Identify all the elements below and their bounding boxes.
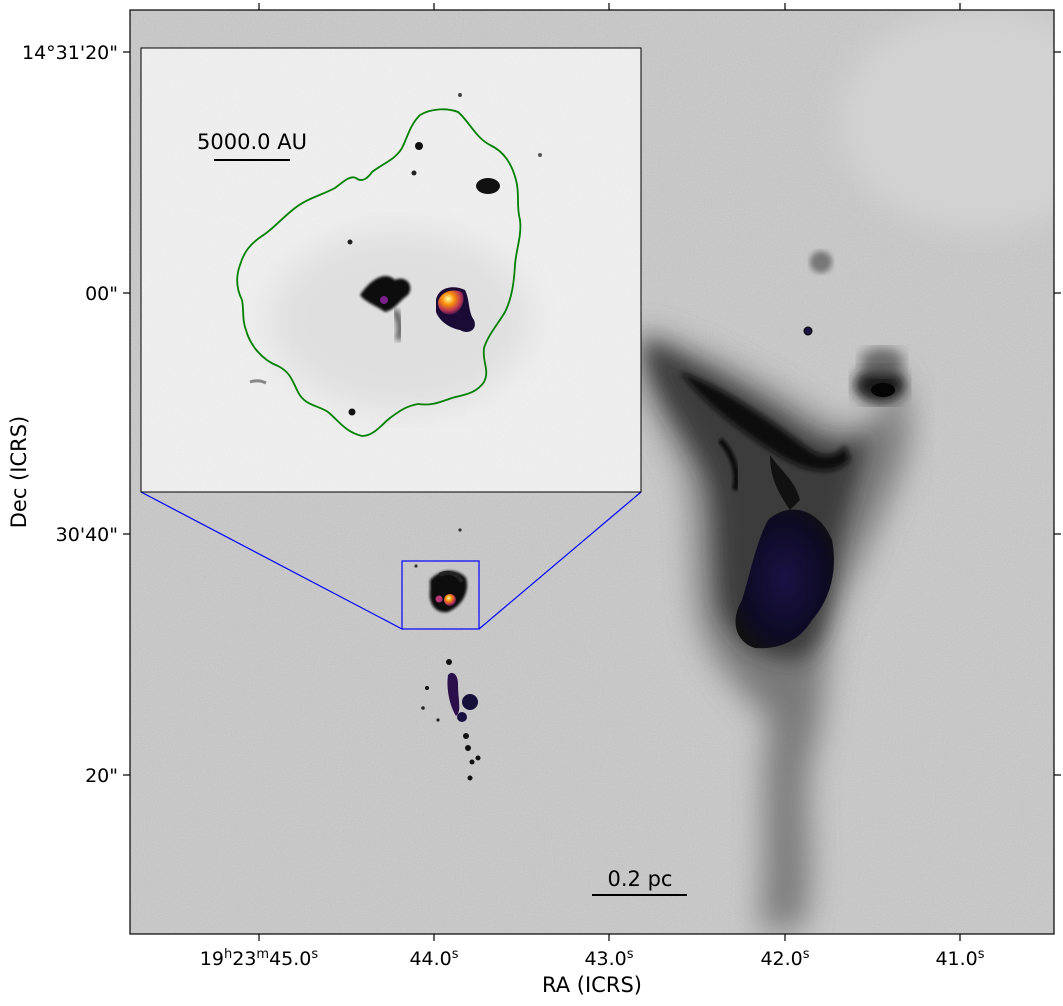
zoom-connector-right bbox=[478, 491, 642, 630]
dec-tick-label-3: 30'40" bbox=[56, 524, 118, 546]
ra-tick-label-3: 43.0s bbox=[584, 947, 633, 971]
y-axis-title: Dec (ICRS) bbox=[7, 416, 31, 528]
ra-tick-label-1: 19h23m45.0s bbox=[200, 947, 319, 971]
ra-tick-label-5: 41.0s bbox=[935, 947, 984, 971]
dense-cloud bbox=[717, 437, 834, 649]
x-axis-title: RA (ICRS) bbox=[542, 973, 642, 997]
main-scalebar: 0.2 pc bbox=[592, 867, 687, 896]
zoom-region-box bbox=[401, 560, 480, 630]
plot-frame bbox=[129, 9, 1055, 935]
axis-ticks bbox=[123, 3, 1061, 941]
main-scalebar-label: 0.2 pc bbox=[608, 867, 673, 891]
inset-emission bbox=[249, 93, 542, 416]
dec-tick-labels: 14°31'20" 00" 30'40" 20" bbox=[22, 42, 118, 787]
inset-scalebar-label: 5000.0 AU bbox=[197, 130, 307, 154]
southern-knots bbox=[414, 528, 481, 781]
central-source bbox=[429, 570, 468, 613]
dec-tick-label-2: 00" bbox=[85, 283, 118, 305]
inset-contour bbox=[236, 108, 522, 437]
inset-scalebar: 5000.0 AU bbox=[197, 130, 307, 161]
zoom-connector-left bbox=[140, 491, 403, 630]
ra-tick-label-2: 44.0s bbox=[409, 947, 458, 971]
ra-tick-labels: 19h23m45.0s 44.0s 43.0s 42.0s 41.0s bbox=[200, 947, 985, 971]
ra-tick-label-4: 42.0s bbox=[760, 947, 809, 971]
dec-tick-label-4: 20" bbox=[85, 765, 118, 787]
inset-panel: 5000.0 AU bbox=[140, 47, 642, 493]
dec-tick-label-1: 14°31'20" bbox=[22, 42, 118, 64]
